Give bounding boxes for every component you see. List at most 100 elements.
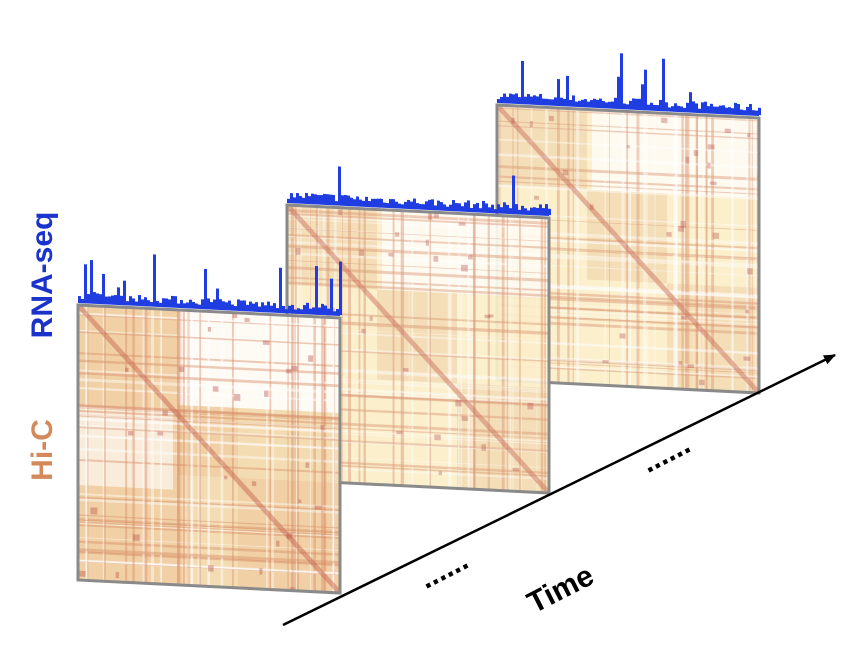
contact-spot: [661, 117, 668, 124]
rna-bar: [749, 103, 752, 115]
contact-spot: [602, 359, 609, 364]
rna-bar: [207, 298, 210, 309]
stripe: [78, 551, 340, 565]
rna-bar: [339, 261, 342, 316]
rna-bar: [336, 308, 339, 315]
rna-bar: [419, 203, 422, 209]
stripe: [78, 518, 340, 534]
rna-bar: [692, 101, 695, 112]
rna-bar: [689, 92, 692, 112]
rna-bar: [488, 207, 491, 213]
stripe: [78, 425, 340, 441]
stripe: [78, 434, 340, 450]
contact-spot: [128, 430, 134, 436]
rna-bar: [533, 95, 536, 104]
rna-bar: [695, 103, 698, 112]
rna-seq-label: RNA-seq: [26, 212, 59, 339]
rna-bar: [527, 94, 530, 104]
stripe: [78, 329, 340, 345]
rna-bar: [282, 305, 285, 313]
stripe: [497, 184, 759, 201]
rna-bar: [102, 273, 105, 304]
rna-bar: [542, 98, 545, 105]
stripe: [78, 331, 340, 346]
stripe: [78, 522, 340, 537]
rna-bar: [437, 200, 440, 210]
contact-spot: [79, 570, 86, 577]
stripe: [78, 409, 340, 425]
rna-bar: [521, 205, 524, 214]
contact-spot: [685, 156, 690, 164]
time-arrow: [282, 353, 836, 627]
rna-bar: [270, 305, 273, 312]
ellipsis: ......: [636, 427, 696, 479]
rna-bar: [713, 106, 716, 113]
sparse-block: [592, 109, 759, 198]
rna-bar: [716, 106, 719, 114]
rna-bar: [548, 99, 551, 105]
rna-bar: [518, 97, 521, 104]
rna-bar: [344, 194, 347, 205]
rna-bar: [704, 101, 707, 113]
rna-bar: [734, 102, 737, 114]
tad-block: [667, 283, 759, 393]
rna-bar: [563, 98, 566, 106]
contact-spot: [308, 355, 314, 362]
rna-bar: [497, 204, 500, 213]
rna-bar: [665, 102, 668, 111]
contact-spot: [233, 393, 241, 401]
rna-bar: [324, 305, 327, 315]
contact-spot: [548, 115, 554, 122]
contact-spot: [427, 212, 433, 220]
rna-bar: [722, 105, 725, 114]
rna-bar: [347, 195, 350, 206]
rna-bar: [413, 198, 416, 209]
rna-bar: [123, 280, 126, 305]
rna-bar: [572, 95, 575, 106]
rna-bar: [647, 104, 650, 110]
rna-bar: [117, 287, 120, 305]
rna-bar: [524, 96, 527, 104]
contact-spot: [562, 169, 569, 176]
stripe: [78, 386, 340, 402]
stripe: [78, 548, 340, 564]
rna-bar: [587, 101, 590, 107]
diagonal: [497, 105, 759, 393]
rna-bar: [515, 204, 518, 214]
diagonal: [78, 305, 340, 593]
stripe: [78, 424, 340, 439]
rna-bar: [290, 193, 293, 203]
time-panel: [285, 166, 551, 495]
panel-border: [76, 303, 342, 595]
rna-bar: [653, 104, 656, 110]
tad-block: [587, 189, 667, 284]
contact-spot: [276, 540, 280, 547]
rna-bar: [656, 105, 659, 111]
rna-bar: [359, 199, 362, 206]
contact-spot: [320, 425, 325, 430]
rna-bar: [144, 297, 147, 306]
rna-bar: [659, 99, 662, 111]
rna-bar: [293, 197, 296, 203]
rna-bar: [108, 296, 111, 304]
stripe: [287, 233, 549, 250]
rna-bar: [578, 100, 581, 107]
rna-bar: [533, 207, 536, 215]
rna-bar: [395, 201, 398, 208]
rna-bar: [602, 101, 605, 108]
stripe: [497, 106, 759, 122]
rna-bar: [554, 97, 557, 105]
rna-bar: [623, 103, 626, 109]
rna-bar: [296, 192, 299, 203]
stripe: [78, 403, 340, 420]
rna-bar: [392, 199, 395, 208]
tad-block: [178, 404, 238, 478]
sparse-block: [382, 209, 549, 298]
contact-spot: [527, 402, 534, 410]
contact-spot: [403, 367, 409, 372]
hi-c-map: [287, 205, 549, 493]
rna-bar: [327, 308, 330, 315]
rna-bar: [99, 294, 102, 304]
rna-bar: [141, 299, 144, 306]
rna-bar: [674, 103, 677, 111]
